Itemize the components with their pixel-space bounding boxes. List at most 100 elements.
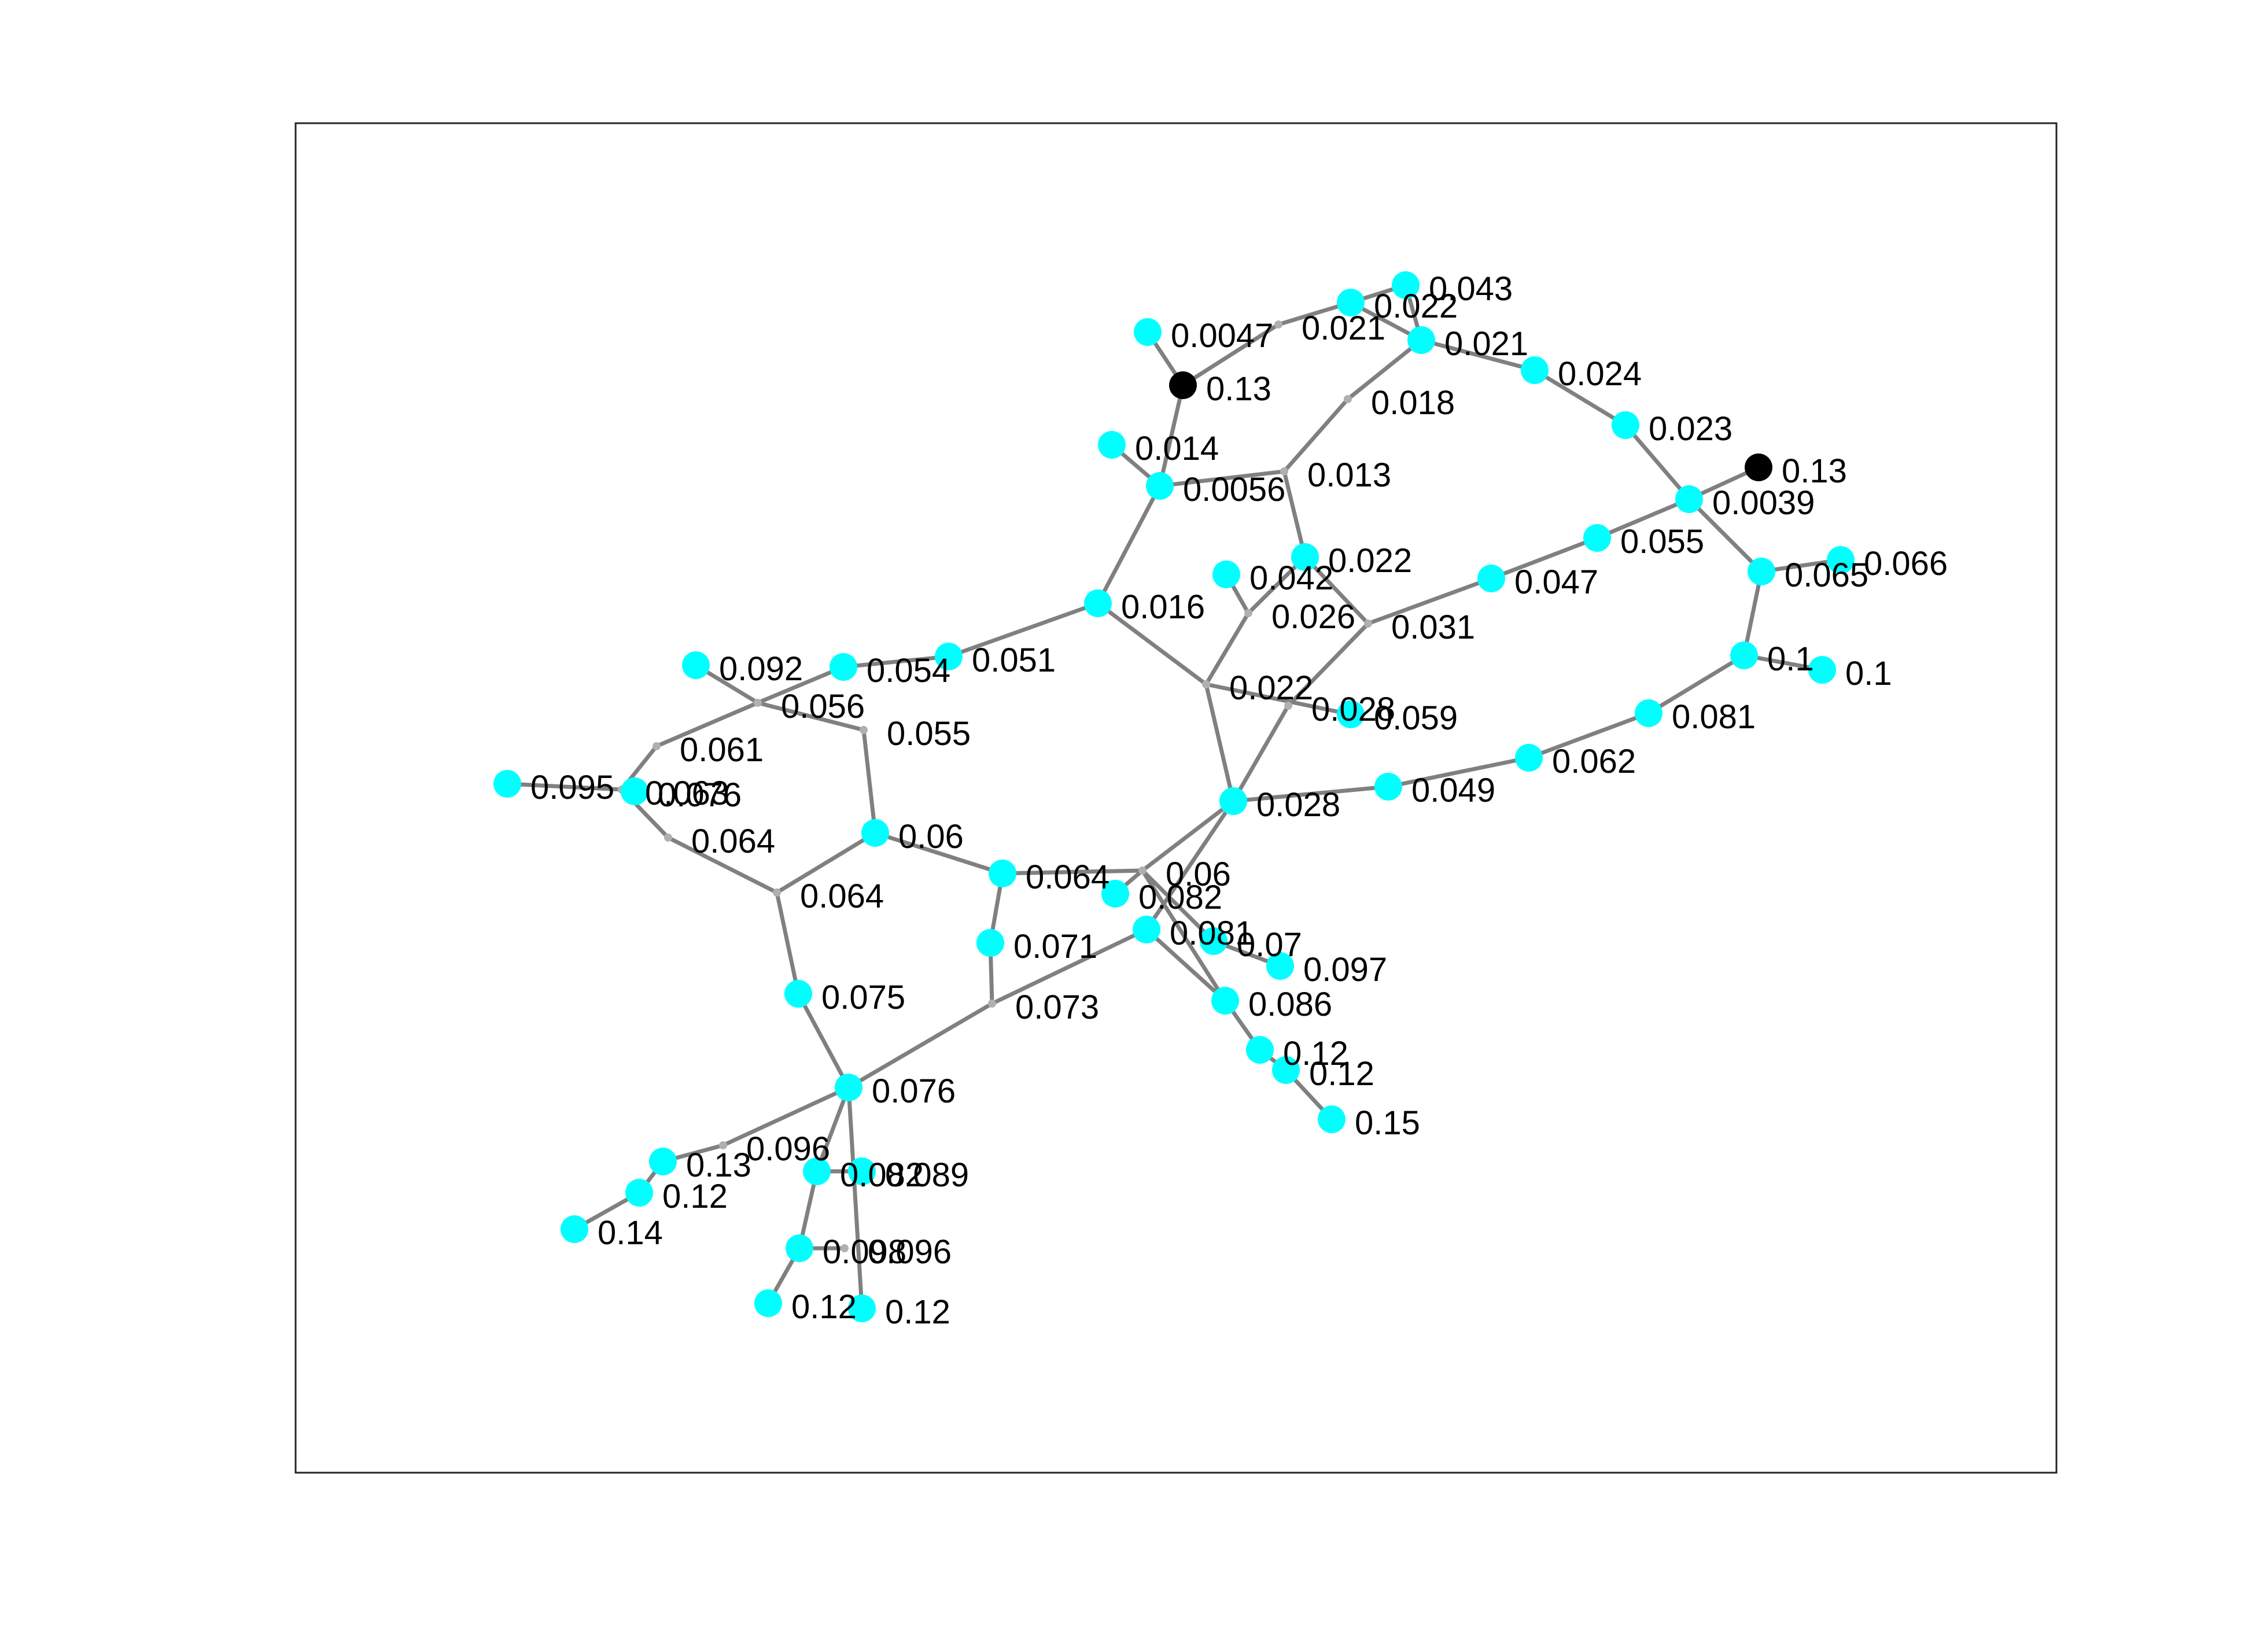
graph-node [835,1074,862,1101]
node-label: 0.1 [1845,655,1892,692]
junction-point [773,888,781,897]
edge [1282,397,1350,474]
node-label: 0.065 [1785,556,1868,594]
node-label: 0.064 [800,877,884,915]
graph-node [649,1148,677,1175]
edge [721,1085,851,1148]
edge [846,1001,994,1090]
edge [946,601,1100,659]
edge [846,1085,864,1311]
junction-point [754,699,762,707]
edge [1742,569,1764,658]
graph-node [1098,431,1126,459]
graph-node [1246,1036,1274,1064]
graph-node [1169,371,1197,399]
graph-node [493,770,521,798]
node-label: 0.016 [1121,588,1205,626]
edge [505,781,624,792]
graph-node [1337,700,1365,728]
node-label: 0.049 [1411,772,1495,809]
graph-node [1219,787,1247,815]
node-label: 0.13 [1206,370,1271,408]
edge [1140,868,1228,1003]
edge [1181,322,1281,388]
edge [1286,621,1370,708]
graph-node [1745,453,1772,481]
node-label: 0.092 [719,650,803,688]
edge [1646,653,1746,716]
graph-node [784,980,812,1008]
graph-node [1635,699,1663,727]
node-label: 0.14 [598,1214,663,1252]
node-label: 0.061 [680,731,764,769]
graph-node [1272,1056,1300,1084]
junction-point [1244,609,1252,617]
edge [1144,927,1228,1003]
graph-node [1477,565,1505,592]
edge [841,654,951,669]
graph-node [1133,916,1160,943]
junction-point [1280,467,1288,475]
node-label: 0.023 [1649,410,1732,448]
edge [814,1085,851,1174]
edge [1231,703,1291,803]
node-label: 0.021 [1444,325,1528,363]
graph-node [1212,560,1240,588]
graph-node [1407,326,1435,354]
node-label: 0.12 [1283,1035,1348,1072]
edge [1231,784,1391,803]
node-label: 0.0047 [1171,317,1273,355]
edge [1489,536,1599,581]
junction-point [988,1000,996,1008]
junction-point [653,742,661,750]
edge [1000,868,1145,876]
edge [1096,484,1162,606]
node-label: 0.056 [781,688,865,725]
label-layer: 0.00470.130.0210.0220.0430.0210.0240.023… [530,270,1948,1331]
node-label: 0.076 [658,776,742,814]
node-label: 0.097 [1303,951,1387,989]
node-label: 0.043 [1429,270,1513,308]
node-label: 0.047 [1514,563,1598,601]
junction-point [860,726,868,734]
graph-node [935,643,963,670]
node-label: 0.075 [821,979,905,1016]
edge [654,700,760,748]
node-label: 0.051 [972,641,1056,679]
node-label: 0.055 [1620,523,1704,560]
graph-node [1515,744,1543,772]
node-label: 0.082 [840,1156,924,1194]
node-label: 0.098 [823,1233,906,1271]
node-label: 0.013 [1307,456,1391,494]
edge [1204,682,1353,717]
node-label: 0.062 [1552,743,1636,780]
edge [796,991,851,1090]
node-label: 0.12 [791,1288,857,1326]
node-label: 0.081 [1170,915,1254,952]
edge [1282,469,1307,559]
edge [1366,576,1494,626]
graph-node [1808,656,1836,684]
graph-node [1583,524,1611,552]
node-label: 0.086 [1248,986,1332,1023]
junction-point [1344,395,1352,403]
graph-node [1374,773,1402,801]
node-label: 0.096 [868,1233,952,1271]
junction-point [664,834,672,842]
edge [873,831,1005,876]
graph-node [1134,318,1162,346]
edge [1204,682,1236,803]
junction-point [1202,680,1210,688]
node-label: 0.089 [885,1156,969,1194]
node-label: 0.15 [1355,1104,1420,1142]
node-label: 0.12 [885,1293,950,1331]
node-label: 0.026 [1271,598,1355,636]
graph-node [1827,546,1855,574]
graph-node [1392,271,1420,299]
edge [755,700,866,732]
junction-point [1364,620,1372,628]
graph-node [1101,880,1129,908]
edge [861,728,878,835]
graph-node [1200,927,1228,955]
graph-node [1318,1105,1346,1133]
